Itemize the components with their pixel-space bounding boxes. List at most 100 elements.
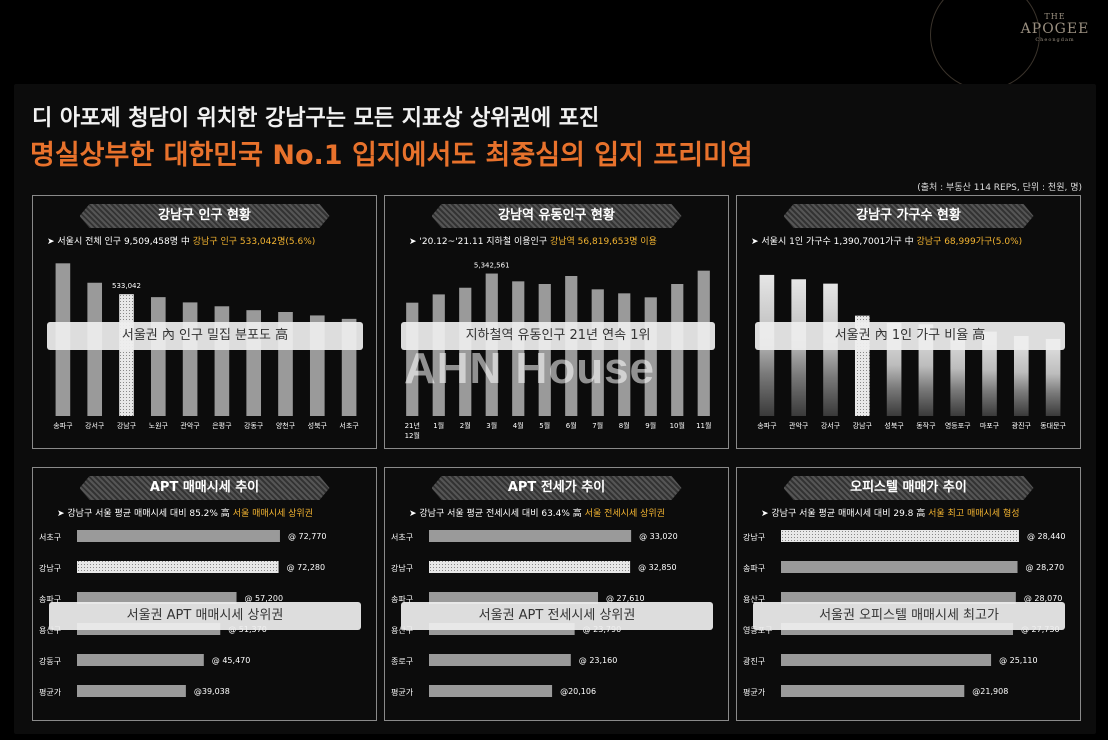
category-label: 노원구 [149, 421, 169, 430]
bar [429, 561, 631, 573]
headline-primary: 디 아포제 청담이 위치한 강남구는 모든 지표상 상위권에 포진 [32, 106, 600, 131]
category-label: 성북구 [884, 421, 904, 430]
data-label: 5,342,561 [474, 262, 510, 270]
bar [1013, 336, 1029, 416]
bar [1045, 338, 1061, 416]
category-label: 영등포구 [743, 625, 772, 635]
value-label: @ 28,270 [1026, 563, 1065, 572]
bar [591, 289, 604, 416]
bar [119, 294, 134, 416]
value-label: @ 33,020 [639, 532, 678, 541]
category-label: 강동구 [39, 656, 61, 666]
logo-line-1: THE [1044, 12, 1066, 21]
chart-box-apt-jeonse: APT 전세가 추이 ➤ 강남구 서울 평균 전세시세 대비 63.4% 高 서… [384, 467, 729, 721]
chart-overlay-caption: 서울권 오피스텔 매매시세 최고가 [753, 602, 1065, 630]
bar [150, 297, 166, 416]
bar [77, 561, 279, 573]
category-label: 강남구 [117, 421, 137, 430]
bar [781, 561, 1018, 573]
category-label: 강남구 [39, 563, 61, 573]
bar [781, 654, 992, 666]
bar [982, 331, 997, 416]
chart-overlay-caption: 서울권 APT 매매시세 상위권 [49, 602, 361, 630]
bar [77, 530, 280, 542]
category-label: 송파구 [757, 421, 777, 430]
logo-line-3: Cheongdam [1035, 37, 1075, 43]
bar [429, 530, 632, 542]
category-label: 5월 [539, 421, 550, 430]
chart-overlay-caption: 서울권 內 인구 밀집 분포도 高 [47, 322, 363, 350]
value-label: @20,106 [560, 687, 596, 696]
chart-title: 오피스텔 매매가 추이 [783, 476, 1034, 500]
category-label: 양천구 [276, 421, 296, 430]
chart-subtitle: ➤ 강남구 서울 평균 매매시세 대비 29.8 高 서울 최고 매매시세 형성 [761, 509, 1020, 519]
category-label: 평균가 [39, 687, 62, 697]
category-label: 은평구 [212, 421, 232, 430]
value-label: @ 28,070 [1024, 594, 1063, 603]
chart-box-officetel: 오피스텔 매매가 추이 ➤ 강남구 서울 평균 매매시세 대비 29.8 高 서… [736, 467, 1081, 721]
category-label: 동작구 [916, 421, 936, 430]
bar [671, 284, 684, 416]
households-chart-svg: 송파구 관악구 강서구 강남구 성북구 동작구 영등포구 마포구 광진구 동대문구 [757, 274, 1067, 430]
category-label: 광진구 [743, 656, 765, 666]
value-label: @ 57,200 [245, 594, 284, 603]
category-label: 영등포구 [945, 421, 971, 430]
chart-subtitle: ➤ 서울시 1인 가구수 1,390,7001가구 中 강남구 68,999가구… [751, 237, 1023, 247]
category-label: 강남구 [743, 532, 765, 542]
category-label: 7월 [592, 421, 603, 430]
watermark-text: AHN House [404, 344, 656, 393]
value-label: @39,038 [194, 687, 230, 696]
category-label: 9월 [645, 421, 656, 430]
chart-subtitle: ➤ 서울시 전체 인구 9,509,458명 中 강남구 인구 533,042명… [47, 237, 316, 247]
bar [77, 654, 204, 666]
value-label: @ 45,470 [212, 656, 251, 665]
category-label: 11월 [696, 421, 711, 430]
apogee-logo: THE APOGEE Cheongdam [1005, 12, 1105, 43]
officetel-chart-svg: 강남구 @ 28,440 송파구 @ 28,270 용산구 @ 28,070 영등포구 @ 2… [743, 530, 1066, 697]
chart-box-households: 강남구 가구수 현황 ➤ 서울시 1인 가구수 1,390,7001가구 中 강… [736, 195, 1081, 449]
chart-title: 강남구 가구수 현황 [783, 204, 1034, 228]
category-label: 2월 [460, 421, 471, 430]
chart-box-station-traffic: 강남역 유동인구 현황 ➤ '20.12~'21.11 지하철 이용인구 강남역… [384, 195, 729, 449]
category-label: 강남구 [853, 421, 873, 430]
value-label: @ 72,770 [288, 532, 327, 541]
category-label: 용산구 [743, 594, 765, 604]
category-label: 서초구 [339, 421, 359, 430]
bar [77, 592, 237, 604]
value-label: @ 27,610 [606, 594, 645, 603]
category-label: 21년 [405, 421, 420, 430]
bar [781, 685, 965, 697]
category-label: 송파구 [391, 595, 413, 604]
category-label: 관악구 [789, 421, 809, 430]
category-label: 송파구 [39, 595, 61, 604]
value-label: @ 32,850 [638, 563, 677, 572]
chart-subtitle: ➤ 강남구 서울 평균 매매시세 대비 85.2% 高 서울 매매시세 상위권 [57, 509, 313, 519]
category-label: 6월 [566, 421, 577, 430]
category-label: 10월 [670, 421, 685, 430]
category-label: 12월 [405, 431, 420, 440]
category-label: 1월 [433, 421, 444, 430]
category-label: 평균가 [391, 687, 414, 697]
category-label: 용산구 [39, 625, 61, 635]
bar [182, 302, 198, 416]
chart-title: 강남구 인구 현황 [79, 204, 330, 228]
bar [781, 530, 1019, 542]
bar [781, 592, 1016, 604]
category-label: 4월 [513, 421, 524, 430]
category-label: 8월 [619, 421, 630, 430]
bar [459, 287, 472, 416]
category-label: 광진구 [1012, 421, 1032, 430]
value-label: @ 23,160 [579, 656, 618, 665]
category-label: 강서구 [85, 421, 105, 430]
category-label: 관악구 [180, 421, 200, 430]
category-label: 종로구 [391, 657, 413, 666]
chart-overlay-caption: 서울권 內 1인 가구 비율 高 [755, 322, 1065, 350]
bar [77, 685, 186, 697]
apt-jeonse-chart-svg: 서초구 @ 33,020 강남구 @ 32,850 송파구 @ 27,610 용산구 @ 23… [391, 530, 678, 697]
value-label: @ 28,440 [1027, 532, 1066, 541]
chart-overlay-caption: 서울권 APT 전세시세 상위권 [401, 602, 713, 630]
category-label: 강남구 [391, 563, 413, 573]
headline-secondary: 명실상부한 대한민국 No.1 입지에서도 최중심의 입지 프리미엄 [30, 140, 753, 171]
category-label: 서초구 [39, 533, 61, 542]
chart-subtitle: ➤ 강남구 서울 평균 전세시세 대비 63.4% 高 서울 전세시세 상위권 [409, 509, 665, 519]
